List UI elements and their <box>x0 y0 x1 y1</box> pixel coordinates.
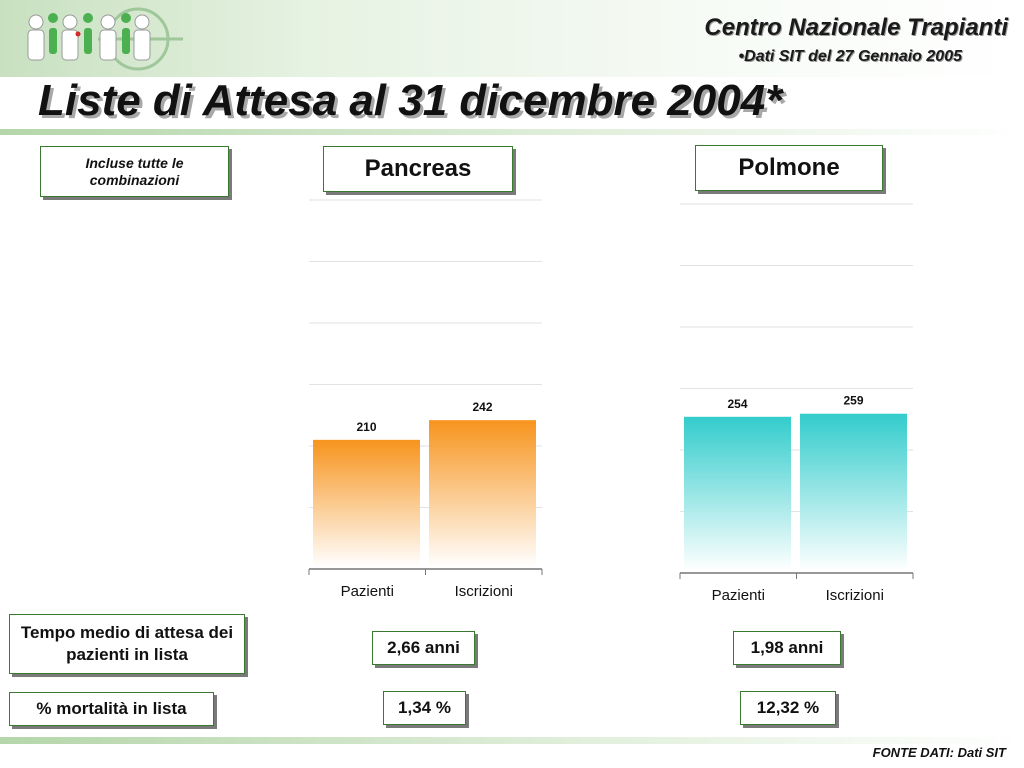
combinations-note: Incluse tutte le combinazioni <box>40 146 229 197</box>
polmone-chart-title: Polmone <box>695 145 883 191</box>
org-title: Centro Nazionale Trapianti <box>704 14 1008 41</box>
pancreas-chart-title: Pancreas <box>323 146 513 192</box>
logo <box>27 7 183 71</box>
data-label: 254 <box>727 397 747 411</box>
mortality-row-label: % mortalità in lista <box>9 692 214 726</box>
bar-iscrizioni <box>800 413 907 571</box>
bar-pazienti <box>684 416 791 571</box>
pancreas-mortality-value: 1,34 % <box>383 691 466 725</box>
data-source: FONTE DATI: Dati SIT <box>872 745 1006 760</box>
x-tick-label: Iscrizioni <box>455 583 513 600</box>
polmone-mortality-value: 12,32 % <box>740 691 836 725</box>
page-title: Liste di Attesa al 31 dicembre 2004* <box>38 76 783 125</box>
footer-divider <box>0 737 1024 744</box>
polmone-wait-value: 1,98 anni <box>733 631 841 665</box>
x-tick-label: Pazienti <box>712 587 765 604</box>
data-label: 259 <box>843 394 863 408</box>
x-tick-label: Iscrizioni <box>826 587 884 604</box>
data-label: 210 <box>356 420 376 434</box>
header-divider <box>0 129 1024 135</box>
bar-iscrizioni <box>429 420 536 567</box>
pancreas-wait-value: 2,66 anni <box>372 631 475 665</box>
data-date-subtitle: •Dati SIT del 27 Gennaio 2005 <box>738 48 962 65</box>
bar-pazienti <box>313 439 420 567</box>
wait-time-row-label: Tempo medio di attesa dei pazienti in li… <box>9 614 245 674</box>
data-label: 242 <box>472 400 492 414</box>
x-tick-label: Pazienti <box>341 583 394 600</box>
